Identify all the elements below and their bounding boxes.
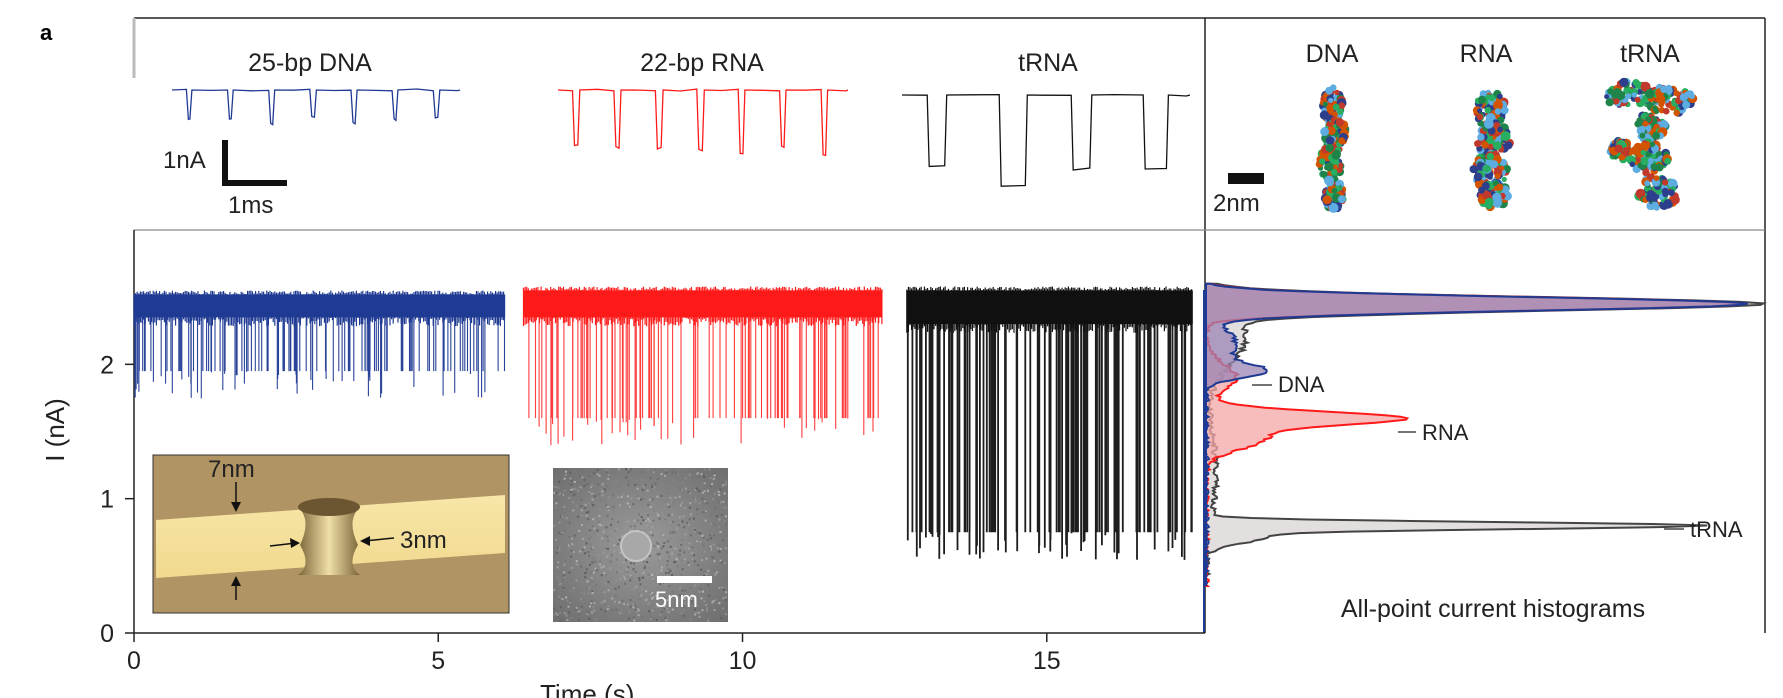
x-axis-label: Time (s): [540, 679, 634, 698]
dna-event-label: 25-bp DNA: [248, 49, 372, 77]
rna-event-label: 22-bp RNA: [640, 49, 764, 77]
rna-histogram: [1204, 282, 1747, 588]
hist-rna-label: RNA: [1422, 420, 1469, 445]
trna-event-label: tRNA: [1018, 49, 1078, 77]
molecular-structures: DNA RNA tRNA 2nm: [1213, 40, 1698, 217]
trna-structure-image: [1604, 77, 1698, 211]
x-tick-label: 15: [1033, 647, 1061, 675]
panel-label: a: [40, 20, 53, 45]
main-axes: 0 5 10 15 0 1 2 Time (s) I (nA): [40, 230, 1205, 698]
structure-scale-label: 2nm: [1213, 190, 1260, 217]
nanopore-schematic-inset: 7nm 3nm: [152, 454, 510, 614]
event-examples: 25-bp DNA 22-bp RNA tRNA 1nA 1ms: [163, 49, 1191, 219]
histograms: [1204, 282, 1768, 588]
rna-structure-image: [1469, 89, 1514, 212]
trna-histogram: [1204, 282, 1768, 588]
rna-current-trace: [522, 286, 883, 446]
x-tick-label: 10: [729, 647, 757, 675]
y-tick-label: 1: [100, 486, 114, 514]
current-traces: [133, 286, 1193, 560]
tem-image-inset: 5nm: [553, 468, 728, 622]
pore-thickness-label: 7nm: [208, 456, 255, 483]
x-tick-label: 5: [431, 647, 445, 675]
scale-current-label: 1nA: [163, 147, 206, 174]
tem-scale-label: 5nm: [655, 587, 698, 612]
event-scale-bar: [222, 140, 287, 186]
dna-histogram: [1204, 282, 1749, 586]
dna-structure-label: DNA: [1306, 40, 1359, 68]
rna-event-trace: [557, 88, 849, 157]
rna-structure-label: RNA: [1460, 40, 1513, 68]
trna-structure-label: tRNA: [1620, 40, 1680, 68]
histogram-labels: DNA RNA tRNA All-point current histogram…: [1252, 372, 1743, 623]
y-tick-label: 0: [100, 620, 114, 648]
hist-trna-label: tRNA: [1690, 517, 1743, 542]
structure-scale-bar: [1228, 173, 1264, 184]
trna-current-trace: [906, 286, 1193, 560]
histogram-caption: All-point current histograms: [1341, 595, 1645, 623]
trna-event-trace: [901, 93, 1191, 187]
pore-diameter-label: 3nm: [400, 527, 447, 554]
dna-event-trace: [171, 88, 461, 126]
hist-dna-label: DNA: [1278, 372, 1325, 397]
y-axis-label: I (nA): [40, 398, 70, 462]
scale-time-label: 1ms: [228, 192, 273, 219]
dna-structure-image: [1315, 84, 1350, 213]
y-tick-label: 2: [100, 351, 114, 379]
dna-current-trace: [133, 290, 506, 399]
x-tick-label: 0: [127, 647, 141, 675]
